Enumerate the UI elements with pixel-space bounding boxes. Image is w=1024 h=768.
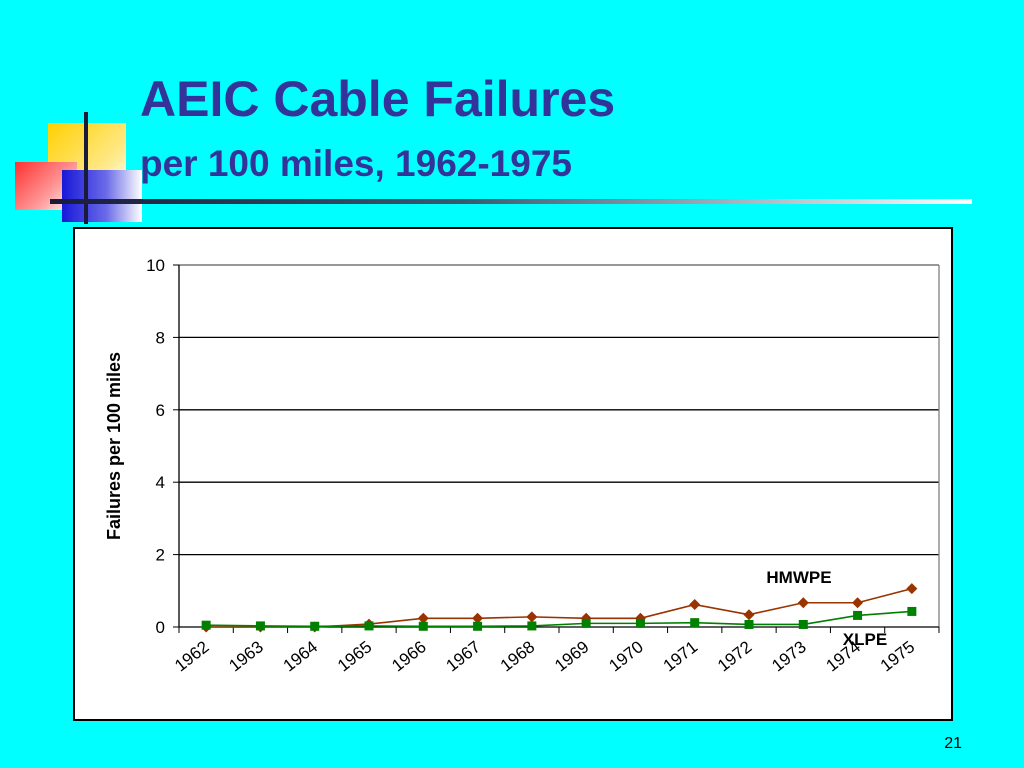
ytick-label-6: 6 [156, 401, 165, 420]
point-xlpe-1962 [201, 620, 211, 630]
ytick-label-4: 4 [156, 473, 165, 492]
ytick-label-2: 2 [156, 546, 165, 565]
series-line-xlpe [206, 610, 912, 628]
title-underline [50, 199, 972, 204]
series-label-xlpe: XLPE [843, 630, 887, 649]
xtick-label-1973: 1973 [768, 637, 810, 675]
ytick-label-10: 10 [146, 256, 165, 275]
point-hmwpe-1966 [417, 612, 429, 624]
axes: 0 2 4 6 8 10 1962 1963 1964 1965 1966 1967 1968 1969 1… [146, 256, 940, 675]
xtick-label-1966: 1966 [388, 637, 430, 675]
decor-blue-square [62, 170, 142, 222]
point-hmwpe-1971 [689, 599, 701, 611]
point-xlpe-1967 [473, 621, 483, 631]
point-hmwpe-1967 [472, 612, 484, 624]
line-chart: 0 2 4 6 8 10 1962 1963 1964 1965 1966 1967 1968 1969 1… [104, 256, 940, 675]
point-hmwpe-1974 [852, 597, 864, 609]
page-number: 21 [944, 735, 962, 752]
point-hmwpe-1973 [797, 597, 809, 609]
ytick-label-0: 0 [156, 618, 165, 637]
point-hmwpe-1972 [743, 609, 755, 621]
gridlines [179, 264, 939, 556]
decor-vertical-line [84, 112, 88, 224]
xtick-label-1972: 1972 [714, 637, 756, 675]
labels: Failures per 100 miles HMWPE XLPE [104, 352, 887, 649]
point-xlpe-1968 [527, 621, 537, 631]
xtick-label-1970: 1970 [605, 637, 647, 675]
xtick-label-1971: 1971 [660, 637, 702, 675]
ytick-label-8: 8 [156, 328, 165, 347]
y-axis-title: Failures per 100 miles [104, 352, 124, 540]
point-xlpe-1975 [907, 606, 917, 616]
xtick-label-1963: 1963 [225, 637, 267, 675]
point-xlpe-1969 [581, 618, 591, 628]
point-hmwpe-1969 [580, 612, 592, 624]
xtick-label-1969: 1969 [551, 637, 593, 675]
point-xlpe-1974 [853, 610, 863, 620]
xtick-label-1965: 1965 [334, 637, 376, 675]
point-xlpe-1971 [690, 618, 700, 628]
xtick-label-1967: 1967 [443, 637, 485, 675]
point-xlpe-1970 [635, 618, 645, 628]
point-xlpe-1963 [255, 621, 265, 631]
series [200, 583, 918, 633]
series-label-hmwpe: HMWPE [766, 568, 831, 587]
point-xlpe-1973 [798, 619, 808, 629]
point-hmwpe-1975 [906, 583, 918, 595]
xtick-label-1968: 1968 [497, 637, 539, 675]
slide-title: AEIC Cable Failures [140, 71, 616, 127]
xtick-label-1962: 1962 [171, 637, 213, 675]
point-hmwpe-1968 [526, 611, 538, 623]
xtick-label-1964: 1964 [280, 637, 322, 675]
point-xlpe-1972 [744, 619, 754, 629]
point-xlpe-1966 [418, 621, 428, 631]
chart-frame: 0 2 4 6 8 10 1962 1963 1964 1965 1966 1967 1968 1969 1… [73, 227, 953, 721]
point-xlpe-1965 [364, 621, 374, 631]
point-xlpe-1964 [310, 621, 320, 631]
slide-subtitle: per 100 miles, 1962-1975 [140, 143, 572, 184]
